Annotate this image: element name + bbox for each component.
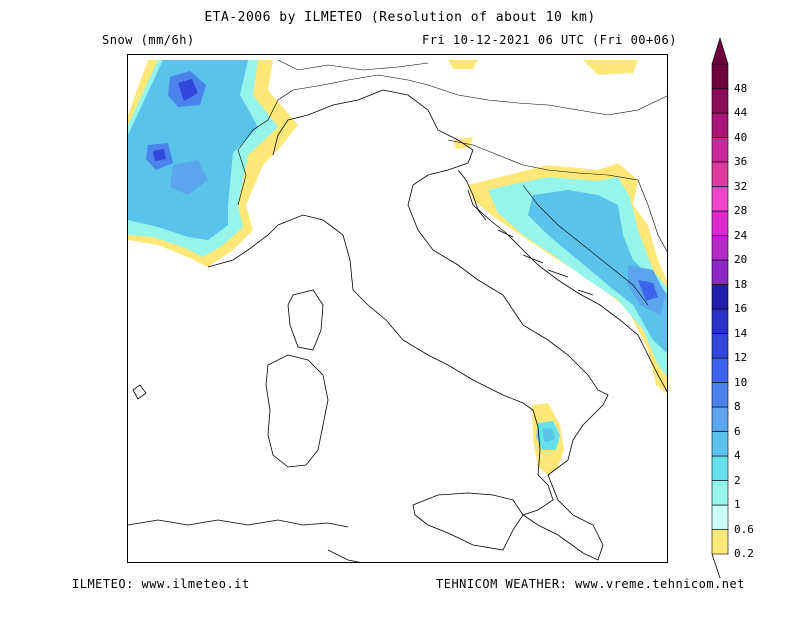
france-coast — [128, 519, 349, 528]
italy-coast — [272, 89, 609, 561]
legend-swatch — [711, 480, 729, 506]
snow-contour-0.2-slovenia — [448, 60, 478, 69]
coastlines — [128, 89, 667, 562]
validity-time: Fri 10-12-2021 06 UTC (Fri 00+06) — [422, 33, 677, 47]
snow-contour-1 — [488, 177, 667, 378]
legend-level-label: 2 — [734, 473, 741, 487]
snow-contour-4 — [128, 60, 258, 240]
ligurian-coast — [207, 224, 279, 268]
legend-swatch — [711, 186, 729, 212]
legend-level-label: 24 — [734, 228, 748, 242]
snow-contour-10 — [638, 280, 658, 301]
snow-area-alps — [128, 60, 298, 267]
legend-level-label: 20 — [734, 253, 748, 266]
legend-swatch — [711, 357, 729, 383]
legend-level-label: 14 — [734, 326, 748, 340]
legend-top-arrow — [711, 36, 729, 65]
legend-level-label: 4 — [734, 449, 741, 462]
legend-swatch — [711, 431, 729, 457]
istria-coast — [457, 169, 487, 221]
tunisia-coast — [327, 549, 361, 562]
legend-level-label: 18 — [734, 277, 748, 291]
legend-level-label: 44 — [734, 106, 748, 119]
legend-level-label: 16 — [734, 302, 748, 315]
balearic — [132, 384, 147, 400]
legend-swatch — [711, 259, 729, 285]
border-france-italy — [237, 89, 294, 206]
legend-swatch — [711, 333, 729, 359]
snow-area-dinaric — [448, 60, 667, 394]
map-title: ETA-2006 by ILMETEO (Resolution of about… — [204, 10, 596, 25]
snow-contour-10b — [153, 149, 166, 161]
legend-level-label: 12 — [734, 351, 748, 364]
legend-swatch — [711, 382, 729, 408]
sicily-coast — [412, 492, 524, 551]
legend-level-label: 32 — [734, 179, 748, 193]
legend-level-label: 48 — [734, 81, 748, 95]
legend-swatch — [711, 161, 729, 187]
border-slovenia-croatia — [447, 139, 639, 181]
sardinia-coast — [265, 354, 329, 468]
map-panel — [127, 54, 668, 563]
legend-swatch — [711, 63, 729, 89]
parameter-label: Snow (mm/6h) — [102, 33, 195, 47]
legend-swatch — [711, 210, 729, 236]
legend-level-label: 40 — [734, 130, 748, 144]
legend-level-label: 6 — [734, 424, 741, 438]
legend-swatch — [711, 308, 729, 334]
legend-swatch — [711, 88, 729, 114]
legend-level-label: 0.2 — [734, 547, 754, 560]
legend-level-label: 8 — [734, 400, 741, 413]
legend-swatch — [711, 529, 729, 555]
border-germany — [277, 59, 429, 71]
legend-level-label: 10 — [734, 375, 748, 389]
footer-credit-right: TEHNICOM WEATHER: www.vreme.tehnicom.net — [436, 577, 745, 591]
border-austria — [427, 84, 667, 116]
forecast-map — [128, 59, 667, 562]
legend-swatch — [711, 455, 729, 481]
croatia-islands — [497, 229, 594, 296]
legend-level-label: 0.6 — [734, 522, 754, 536]
footer-credit-left: ILMETEO: www.ilmeteo.it — [72, 577, 250, 591]
legend-swatch — [711, 112, 729, 138]
adriatic-east-coast — [467, 189, 667, 393]
border-bosnia — [522, 184, 649, 306]
snow-contour-6 — [170, 160, 208, 195]
snow-contour-4 — [542, 428, 555, 442]
snow-contour-10 — [178, 79, 198, 101]
legend-level-label: 28 — [734, 204, 748, 217]
legend-level-label: 1 — [734, 498, 741, 511]
legend-level-label: 36 — [734, 155, 748, 168]
border-switzerland — [292, 74, 429, 91]
legend-swatch — [711, 406, 729, 432]
border-balkans-east — [637, 179, 667, 252]
legend-swatch — [711, 284, 729, 310]
snow-contour-4 — [528, 190, 667, 354]
legend-swatch — [711, 235, 729, 261]
legend-swatch — [711, 504, 729, 530]
legend-bottom-pointer — [711, 553, 721, 579]
snow-contour-0.2-north — [583, 60, 638, 75]
legend-swatch — [711, 137, 729, 163]
corsica-coast — [287, 289, 324, 351]
snow-area-calabria — [532, 403, 564, 475]
country-borders — [237, 59, 667, 306]
